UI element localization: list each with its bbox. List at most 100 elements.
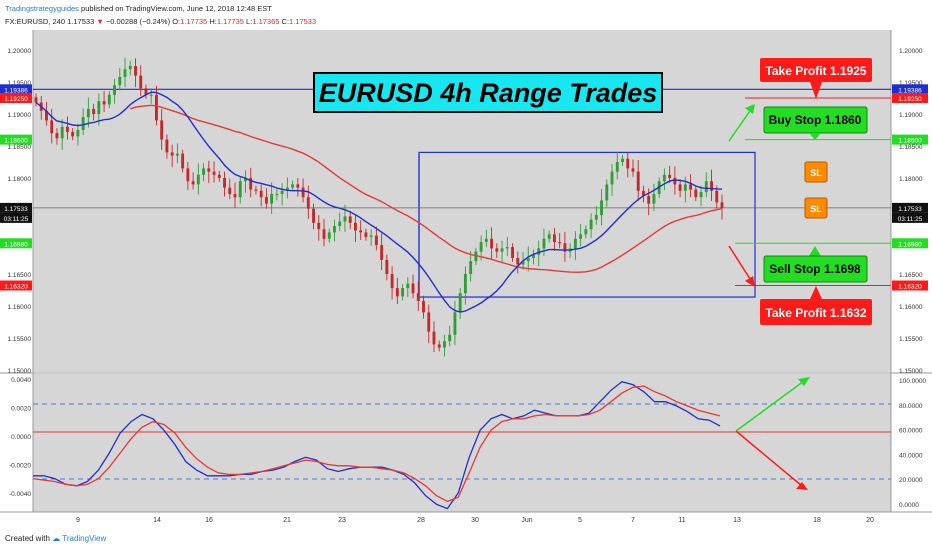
candles (34, 57, 724, 357)
candle-body (249, 178, 253, 190)
sell-stop-arrowhead (809, 246, 821, 256)
time-tick: 23 (338, 517, 346, 524)
candle-body (107, 94, 111, 105)
price-tick-right: 1.15500 (899, 336, 923, 343)
osc-tick-left: -0.0040 (9, 491, 31, 498)
candle-body (401, 288, 405, 297)
moving-average-red (130, 104, 723, 273)
time-tick: 20 (866, 517, 874, 524)
price-tag-left-text: 1.19250 (4, 96, 28, 103)
price-tick-right: 1.18500 (899, 144, 923, 151)
buy-arrow-head (745, 104, 755, 114)
candle-body (123, 69, 127, 77)
price-tick-left: 1.16000 (8, 304, 32, 311)
buy-stop-label: Buy Stop 1.1860 (769, 113, 862, 127)
candle-body (610, 171, 614, 185)
osc-tick-right: 20.0000 (899, 477, 923, 484)
candle-body (437, 344, 441, 348)
sell-stop-label: Sell Stop 1.1698 (769, 262, 861, 276)
candle-body (720, 202, 724, 209)
candle-body (636, 171, 640, 191)
candle-body (374, 235, 378, 246)
candle-body (165, 139, 169, 153)
sl-badge-2 (804, 197, 828, 219)
candle-body (71, 131, 75, 137)
candle-body (181, 153, 185, 169)
price-tick-left: 1.19500 (8, 80, 32, 87)
footer: Created with ☁ TradingView (0, 526, 932, 550)
change-value: −0.00288 (−0.24%) (105, 17, 171, 26)
candle-body (275, 194, 279, 195)
candle-body (516, 258, 520, 265)
osc-tick-right: 40.0000 (899, 452, 923, 459)
candle-body (155, 94, 158, 121)
candle-body (490, 238, 494, 249)
candle-body (594, 215, 598, 220)
high-label: H: (209, 17, 217, 26)
time-tick: 28 (417, 517, 425, 524)
candle-body (642, 190, 645, 196)
candle-body (662, 174, 666, 182)
candle-body (521, 261, 525, 265)
publisher-link[interactable]: Tradingstrategyguides (5, 4, 79, 13)
price-tick-right: 1.16500 (899, 272, 923, 279)
time-tick: 14 (153, 517, 161, 524)
osc-panel-bg (33, 374, 891, 512)
candle-body (469, 261, 473, 274)
candle-body (60, 126, 64, 139)
buy-arrow (728, 107, 753, 142)
candle-body (322, 229, 326, 239)
candle-body (317, 222, 321, 230)
osc-tick-right: 100.0000 (899, 378, 926, 385)
candle-body (175, 153, 179, 156)
chart-header: Tradingstrategyguides published on Tradi… (0, 0, 932, 30)
candle-body (652, 194, 656, 204)
price-tick-left: 1.16500 (8, 272, 32, 279)
price-tag-right-text: 1.19250 (898, 96, 922, 103)
candle-body (453, 312, 457, 335)
title-box: EURUSD 4h Range Trades (313, 72, 663, 113)
trade-annotations: Take Profit 1.1925 Buy Stop 1.1860 SL SL… (728, 58, 872, 490)
candle-body (390, 274, 394, 289)
candle-body (474, 251, 478, 262)
candle-body (364, 232, 368, 237)
osc-tick-right: 0.0000 (899, 502, 919, 509)
candle-body (380, 245, 384, 260)
close-value: 1.17533 (289, 17, 317, 26)
published-text: published on TradingView.com, June 12, 2… (81, 4, 272, 13)
candle-body (621, 158, 624, 162)
time-tick: Jun (521, 517, 532, 524)
candle-body (196, 174, 200, 185)
time-tick: 30 (471, 517, 479, 524)
candle-body (55, 133, 59, 139)
tradingview-link[interactable]: TradingView (62, 534, 107, 543)
candle-body (113, 85, 116, 95)
price-tag-left-text: 1.16980 (4, 241, 28, 248)
price-chart[interactable]: 1.20000 1.20000 1.19500 1.19500 1.19000 1.190… (0, 30, 932, 528)
osc-line-blue (33, 380, 721, 510)
price-tag-right-text: 03:11:25 (898, 216, 923, 223)
time-tick: 11 (678, 517, 685, 524)
candle-body (432, 331, 436, 345)
candle-body (532, 254, 535, 258)
open-label: O: (172, 17, 181, 26)
time-tick: 21 (283, 517, 291, 524)
title-text: EURUSD 4h Range Trades (319, 78, 658, 108)
last-price: 1.17533 (67, 17, 95, 26)
price-tag-right-text: 1.19386 (898, 87, 922, 94)
candle-body (537, 248, 541, 255)
created-with-label: Created with (5, 534, 50, 543)
candle-body (312, 208, 315, 223)
candle-body (647, 195, 651, 204)
candle-body (238, 181, 242, 198)
candle-body (280, 190, 284, 194)
price-tick-right: 1.20000 (899, 48, 923, 55)
candle-body (191, 181, 195, 185)
candle-body (212, 171, 216, 175)
candle-body (406, 283, 410, 289)
candle-body (694, 189, 698, 198)
osc-line-red (32, 385, 721, 503)
candle-body (699, 192, 703, 198)
price-tick-right: 1.19500 (899, 80, 923, 87)
candle-body (186, 168, 190, 182)
